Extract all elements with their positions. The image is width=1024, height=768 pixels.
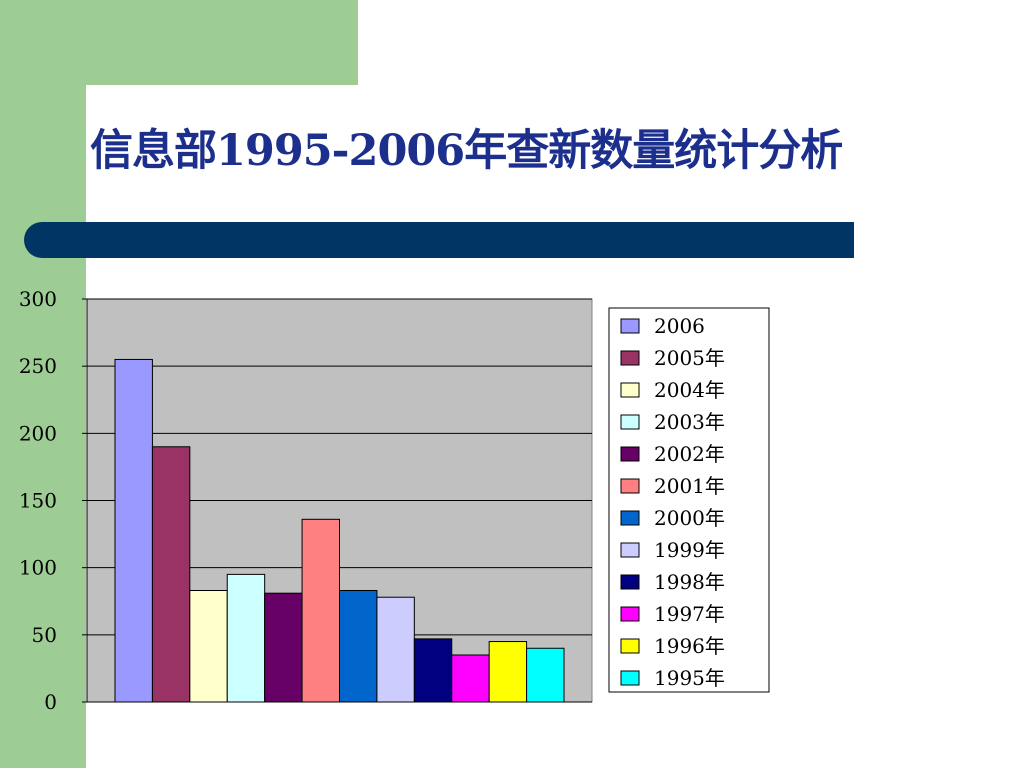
y-tick-label: 0 [44, 690, 57, 714]
legend-item-label: 1997年 [654, 602, 725, 626]
y-tick-label: 50 [32, 623, 57, 647]
legend-box [608, 307, 770, 693]
legend-item-label: 2005年 [654, 346, 725, 370]
legend-swatch [620, 574, 640, 590]
bar-2005 [151, 446, 191, 703]
legend-swatch [620, 606, 640, 622]
bar-2002 [264, 592, 303, 703]
legend-swatch [620, 446, 640, 462]
legend-swatch [620, 478, 640, 494]
legend-swatch [620, 542, 640, 558]
bar-1997 [451, 654, 490, 703]
slide-title: 信息部1995-2006年查新数量统计分析 [90, 126, 843, 176]
legend-item-label: 2006 [654, 314, 705, 338]
legend-item-label: 1998年 [654, 570, 725, 594]
legend-item-label: 1995年 [654, 666, 725, 690]
bar-2004 [189, 590, 228, 703]
y-tick-label: 250 [19, 354, 57, 378]
bar-2001 [301, 518, 341, 703]
legend-item-label: 2003年 [654, 410, 725, 434]
legend-swatch [620, 638, 640, 654]
legend-swatch [620, 670, 640, 686]
y-tick-label: 100 [19, 556, 57, 580]
legend-swatch [620, 350, 640, 366]
bar-1996 [488, 641, 528, 703]
title-underline-bar [24, 222, 854, 258]
y-axis: 0 50 100 150 200 250 300 [19, 287, 592, 714]
legend-swatch [620, 414, 640, 430]
y-tick-label: 150 [19, 489, 57, 513]
bar-series [114, 358, 565, 703]
legend-item-label: 2001年 [654, 474, 725, 498]
sidebar-decoration [0, 0, 86, 768]
legend-item-label: 1999年 [654, 538, 725, 562]
legend-swatch [620, 318, 640, 334]
legend-item-label: 1996年 [654, 634, 725, 658]
bar-1999 [376, 596, 415, 703]
y-tick-label: 200 [19, 421, 57, 445]
legend-item-label: 2004年 [654, 378, 725, 402]
y-tick-label: 300 [19, 287, 57, 311]
legend-item-label: 2000年 [654, 506, 725, 530]
bar-1998 [413, 638, 453, 703]
bar-2000 [339, 590, 378, 703]
legend-item-label: 2002年 [654, 442, 725, 466]
legend: 2006 2005年 2004年 2003年 2002年 2001年 2000年 1999年 1… [608, 307, 770, 693]
bar-2003 [226, 573, 266, 703]
legend-swatch [620, 510, 640, 526]
legend-swatch [620, 382, 640, 398]
top-decoration [0, 0, 358, 85]
bar-1995 [526, 647, 565, 703]
bar-2006 [114, 358, 153, 703]
